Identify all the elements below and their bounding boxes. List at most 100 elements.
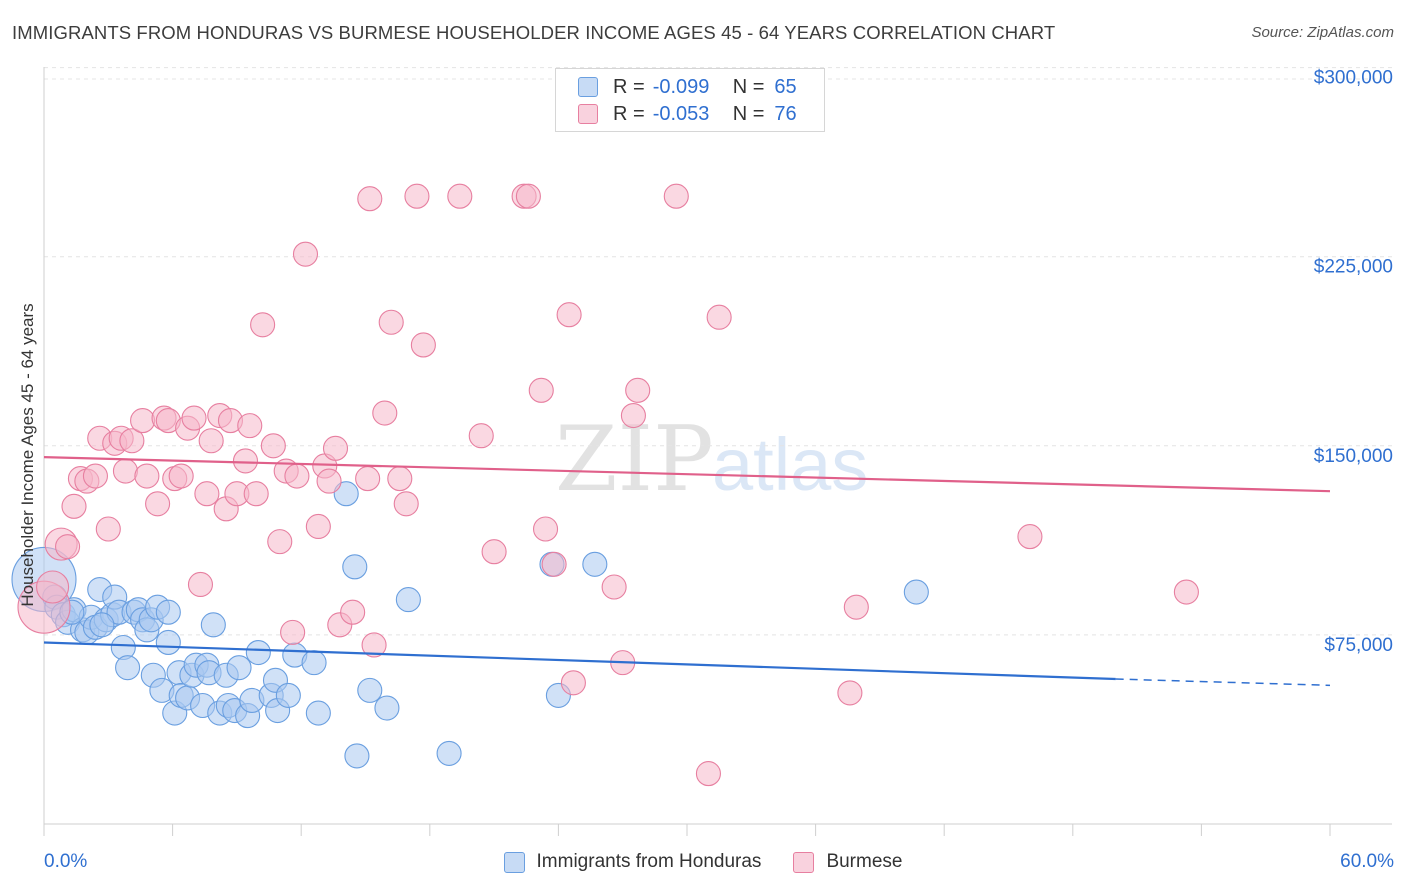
burmese-point	[541, 551, 567, 577]
watermark-atlas: atlas	[712, 423, 868, 506]
burmese-point	[280, 619, 306, 645]
burmese-point	[393, 491, 419, 517]
burmese-point	[620, 402, 646, 429]
honduras-point	[155, 629, 181, 656]
burmese-point	[95, 516, 121, 542]
burmese-point	[187, 571, 214, 598]
burmese-point	[515, 183, 541, 209]
r-label: R =	[613, 102, 645, 125]
x-axis-max-label: 60.0%	[1340, 851, 1394, 872]
y-tick-label: $225,000	[1314, 257, 1393, 278]
axes	[43, 67, 1392, 836]
series-honduras-points	[11, 481, 929, 769]
burmese-point	[387, 466, 413, 492]
burmese-point	[168, 463, 194, 489]
burmese-point	[260, 433, 286, 459]
burmese-point	[284, 463, 310, 489]
source-credit: Source: ZipAtlas.com	[1251, 24, 1394, 41]
n-label: N =	[732, 102, 765, 125]
burmese-point	[198, 428, 224, 454]
honduras-point	[89, 612, 115, 638]
honduras-point	[301, 650, 327, 676]
burmese-point	[361, 632, 387, 658]
legend-item-honduras[interactable]: Immigrants from Honduras	[503, 851, 761, 873]
r-label: R =	[613, 75, 645, 98]
burmese-point	[404, 183, 430, 209]
burmese-point	[292, 241, 319, 267]
legend-swatch-burmese	[578, 104, 598, 124]
burmese-point	[232, 448, 259, 474]
burmese-point	[181, 405, 207, 431]
burmese-point	[134, 463, 160, 489]
burmese-point	[528, 377, 554, 403]
y-tick-label: $300,000	[1314, 68, 1393, 89]
burmese-trend-line	[43, 456, 1331, 493]
burmese-point	[250, 312, 276, 338]
legend-item-burmese[interactable]: Burmese	[793, 851, 902, 873]
burmese-point	[532, 516, 559, 542]
n-label: N =	[732, 75, 765, 98]
honduras-point	[342, 554, 368, 580]
honduras-point	[357, 677, 383, 703]
burmese-point	[706, 304, 732, 330]
series-burmese-points	[17, 183, 1199, 787]
honduras-point	[305, 700, 331, 726]
honduras-point	[333, 481, 359, 507]
series-legend: Immigrants from Honduras Burmese	[0, 851, 1406, 873]
burmese-point	[837, 680, 863, 706]
burmese-point	[194, 481, 220, 507]
legend-swatch-honduras	[578, 77, 598, 97]
honduras-trend-extension	[1115, 678, 1331, 687]
n-value: 65	[774, 75, 797, 98]
burmese-point	[119, 428, 145, 454]
stats-legend: R = -0.099 N = 65 R = -0.053 N = 76	[555, 68, 825, 132]
burmese-point	[112, 458, 138, 484]
burmese-point	[145, 491, 171, 517]
chart-title: IMMIGRANTS FROM HONDURAS VS BURMESE HOUS…	[12, 22, 1056, 43]
trend-lines	[43, 456, 1331, 687]
burmese-point	[601, 574, 627, 600]
burmese-point	[372, 400, 398, 426]
honduras-point	[226, 655, 252, 681]
burmese-point	[1017, 524, 1043, 550]
burmese-point	[1173, 579, 1199, 605]
burmese-point	[625, 377, 651, 403]
burmese-point	[355, 466, 381, 492]
burmese-point	[322, 435, 349, 461]
burmese-point	[556, 302, 582, 328]
x-axis-min-label: 0.0%	[44, 851, 88, 872]
stats-row-burmese: R = -0.053 N = 76	[578, 101, 797, 127]
gridlines	[44, 67, 1392, 636]
burmese-point	[481, 539, 507, 565]
burmese-point	[237, 413, 263, 439]
honduras-point	[395, 587, 421, 613]
burmese-point	[130, 408, 156, 434]
legend-label-burmese: Burmese	[826, 851, 903, 872]
legend-swatch-burmese	[793, 851, 815, 873]
honduras-point	[155, 599, 181, 625]
burmese-point	[468, 423, 494, 449]
burmese-point	[695, 761, 721, 787]
stats-row-honduras: R = -0.099 N = 65	[578, 74, 797, 100]
legend-swatch-honduras	[503, 851, 525, 873]
burmese-point	[243, 481, 269, 507]
honduras-point	[115, 655, 141, 681]
burmese-point	[55, 534, 81, 560]
burmese-point	[843, 594, 869, 620]
honduras-trend-line	[43, 641, 1116, 681]
honduras-point	[245, 640, 271, 666]
r-value: -0.099	[652, 75, 710, 98]
honduras-point	[275, 682, 301, 708]
honduras-point	[582, 551, 608, 577]
burmese-point	[82, 463, 108, 489]
burmese-point	[305, 513, 331, 540]
y-axis-label: Householder Income Ages 45 - 64 years	[18, 303, 37, 607]
honduras-point	[374, 695, 400, 721]
honduras-point	[903, 579, 929, 605]
burmese-point	[447, 183, 473, 209]
watermark: ZIP atlas	[555, 407, 868, 512]
n-value: 76	[774, 102, 797, 125]
honduras-point	[344, 743, 370, 769]
honduras-point	[200, 612, 226, 638]
